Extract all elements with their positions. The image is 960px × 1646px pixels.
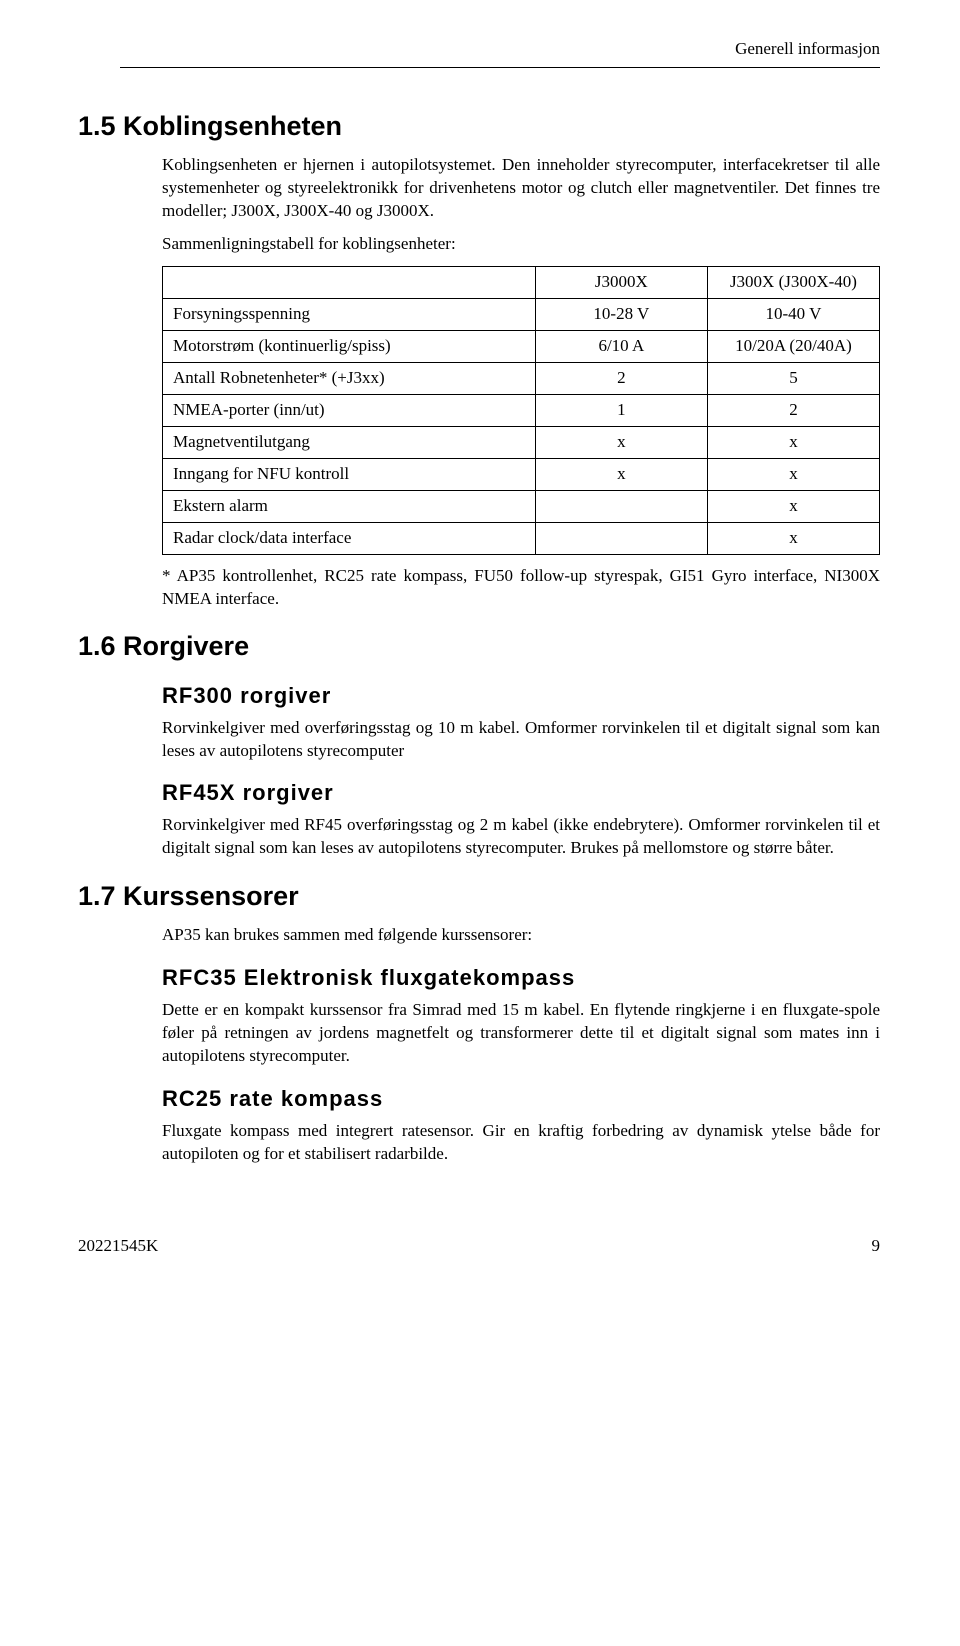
table-cell: 10-40 V [707,299,879,331]
table-cell: 5 [707,362,879,394]
table-row: Ekstern alarm x [163,490,880,522]
table-row: Forsyningsspenning 10-28 V 10-40 V [163,299,880,331]
table-cell: Antall Robnetenheter* (+J3xx) [163,362,536,394]
table-cell: Motorstrøm (kontinuerlig/spiss) [163,331,536,363]
table-row: NMEA-porter (inn/ut) 1 2 [163,394,880,426]
section-1-6-heading: 1.6 Rorgivere [78,628,880,664]
table-row: Antall Robnetenheter* (+J3xx) 2 5 [163,362,880,394]
rfc35-body: Dette er en kompakt kurssensor fra Simra… [162,999,880,1068]
table-cell: Magnetventilutgang [163,426,536,458]
table-cell: Radar clock/data interface [163,522,536,554]
table-cell: 2 [535,362,707,394]
table-header-row: J3000X J300X (J300X-40) [163,267,880,299]
footer-right: 9 [872,1235,881,1258]
table-row: Magnetventilutgang x x [163,426,880,458]
table-cell: NMEA-porter (inn/ut) [163,394,536,426]
table-row: Radar clock/data interface x [163,522,880,554]
rc25-body: Fluxgate kompass med integrert ratesenso… [162,1120,880,1166]
rf45x-body: Rorvinkelgiver med RF45 overføringsstag … [162,814,880,860]
table-cell: Inngang for NFU kontroll [163,458,536,490]
table-cell: 10-28 V [535,299,707,331]
rf45x-title: RF45X rorgiver [162,778,880,808]
table-row: Motorstrøm (kontinuerlig/spiss) 6/10 A 1… [163,331,880,363]
rfc35-title: RFC35 Elektronisk fluxgatekompass [162,963,880,993]
s17-para-1: AP35 kan brukes sammen med følgende kurs… [162,924,880,947]
section-1-7-heading: 1.7 Kurssensorer [78,878,880,914]
table-row: Inngang for NFU kontroll x x [163,458,880,490]
table-cell: x [535,426,707,458]
table-cell: x [707,490,879,522]
table-cell: Ekstern alarm [163,490,536,522]
rf300-body: Rorvinkelgiver med overføringsstag og 10… [162,717,880,763]
s15-para-1: Koblingsenheten er hjernen i autopilotsy… [162,154,880,223]
table-cell: Forsyningsspenning [163,299,536,331]
table-cell [535,522,707,554]
s15-footnote: * AP35 kontrollenhet, RC25 rate kompass,… [162,565,880,611]
table-cell: 1 [535,394,707,426]
rf300-title: RF300 rorgiver [162,681,880,711]
page-footer: 20221545K 9 [78,1235,880,1258]
table-cell: x [707,458,879,490]
table-cell: x [707,426,879,458]
table-cell: x [535,458,707,490]
table-cell: x [707,522,879,554]
s15-para-2: Sammenligningstabell for koblingsenheter… [162,233,880,256]
footer-left: 20221545K [78,1235,158,1258]
table-header-blank [163,267,536,299]
table-header-j3000x: J3000X [535,267,707,299]
section-1-5-heading: 1.5 Koblingsenheten [78,108,880,144]
comparison-table: J3000X J300X (J300X-40) Forsyningsspenni… [162,266,880,554]
rc25-title: RC25 rate kompass [162,1084,880,1114]
table-cell: 10/20A (20/40A) [707,331,879,363]
table-cell: 6/10 A [535,331,707,363]
table-cell: 2 [707,394,879,426]
table-header-j300x: J300X (J300X-40) [707,267,879,299]
table-cell [535,490,707,522]
page-header-right: Generell informasjon [120,38,880,68]
